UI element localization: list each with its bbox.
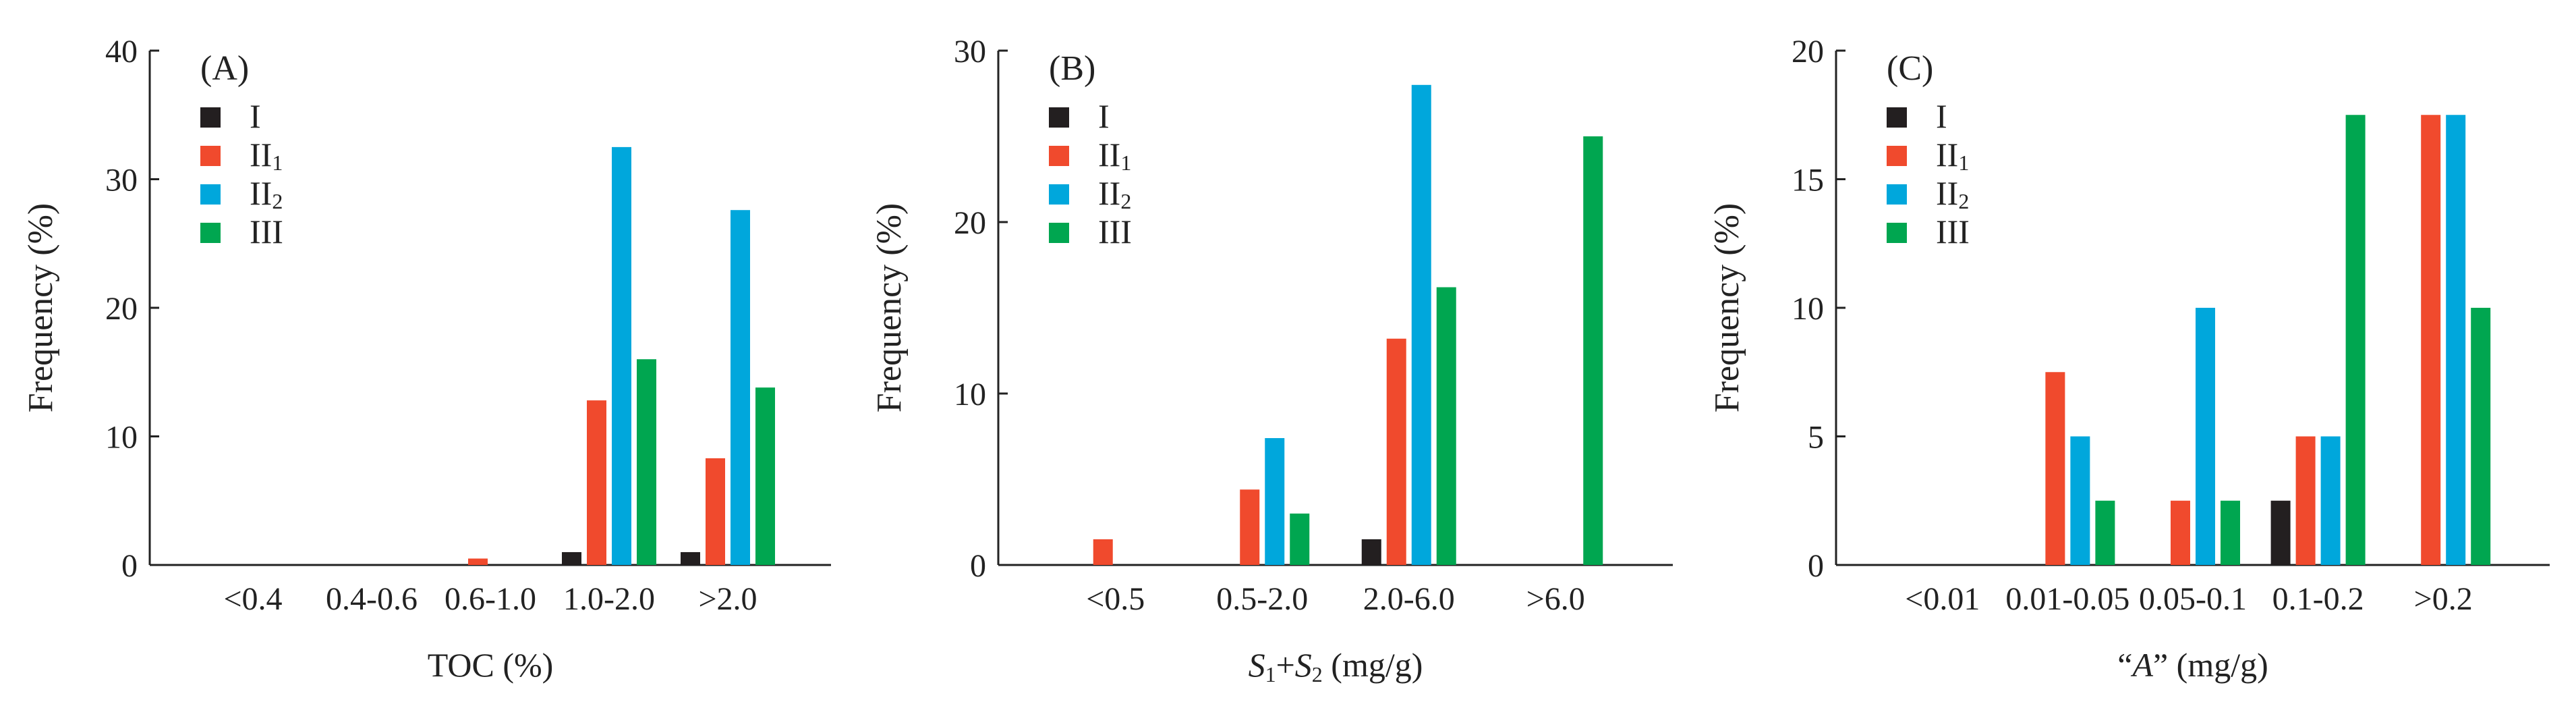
panel-b-legend-swatch-ii1	[1049, 146, 1069, 166]
panel-a-legend-label-i: I	[250, 97, 261, 135]
panel-a-bar-ii1-1-0-2-0	[587, 400, 606, 565]
panel-b-xtick-label-0-5-2-0: 0.5-2.0	[1216, 581, 1308, 617]
panel-b-label: (B)	[1049, 49, 1095, 88]
panel-c-bar-ii2-0-1-0-2	[2320, 436, 2341, 565]
panel-c-bar-iii-0-01-0-05	[2095, 500, 2115, 565]
panel-b-bar-iii-6-0	[1583, 136, 1603, 565]
panel-a-legend-label-ii2: II2	[250, 174, 283, 213]
panel-c-ytick-label-0: 0	[1808, 548, 1824, 584]
panel-c-ytick-label-15: 15	[1792, 163, 1824, 198]
panel-a-xtick-label-0-4: <0.4	[223, 581, 282, 617]
panel-c-ylabel: Frequency (%)	[1708, 203, 1746, 412]
panel-a-label: (A)	[200, 49, 249, 88]
panel-c-xtick-label-0-05-0-1: 0.05-0.1	[2139, 581, 2247, 617]
panel-a-ytick-label-30: 30	[105, 163, 138, 198]
panel-a-bar-i-1-0-2-0	[562, 551, 581, 565]
panel-a-legend-swatch-ii2	[200, 184, 221, 205]
panel-b-ylabel: Frequency (%)	[870, 203, 909, 412]
panel-b-bar-ii1-0-5	[1093, 539, 1113, 565]
panel-a-xlabel: TOC (%)	[428, 646, 554, 684]
panel-a-bar-ii1-0-6-1-0	[468, 558, 488, 565]
panel-a-legend-label-iii: III	[250, 213, 283, 250]
panel-b-ytick-label-10: 10	[954, 377, 986, 412]
panel-a-legend-swatch-ii1	[200, 146, 221, 166]
panel-b-xtick-label-0-5: <0.5	[1086, 581, 1145, 617]
panel-c-ytick-label-5: 5	[1808, 420, 1824, 456]
panel-c-chart: 0 5 10 15 20 <0.01 0.01-0.05 0.05-0.1 0.1-0.2 >0.…	[1708, 34, 2550, 684]
panel-c-legend-label-ii2: II2	[1936, 174, 1969, 213]
panel-c-bar-ii2-0-2	[2446, 115, 2466, 565]
panel-b-bar-iii-2-0-6-0	[1436, 287, 1456, 565]
panel-c-legend-label-ii1: II1	[1936, 136, 1969, 175]
panel-c-bar-ii2-0-05-0-1	[2196, 308, 2215, 565]
panel-b-ytick-label-0: 0	[970, 548, 986, 584]
panel-a-ytick-label-0: 0	[121, 548, 138, 584]
panel-a-ytick-label-40: 40	[105, 34, 138, 70]
panel-b-ytick-label-20: 20	[954, 205, 986, 241]
panel-c-bar-ii1-0-01-0-05	[2045, 372, 2065, 565]
panel-b-bar-ii2-0-5-2-0	[1265, 438, 1285, 565]
panel-c-xtick-label-0-01-0-05: 0.01-0.05	[2005, 581, 2129, 617]
panel-a-legend-label-ii1: II1	[250, 136, 283, 175]
panel-c-bar-ii1-0-2	[2421, 115, 2441, 565]
panel-c-xtick-label-0-2: >0.2	[2414, 581, 2473, 617]
panel-b-ytick-label-30: 30	[954, 34, 986, 70]
panel-a-legend-swatch-i	[200, 107, 221, 128]
panel-a-xtick-label-0-4-0-6: 0.4-0.6	[326, 581, 418, 617]
panel-c-legend-swatch-ii2	[1887, 184, 1907, 205]
panel-b-xtick-label-2-0-6-0: 2.0-6.0	[1363, 581, 1455, 617]
panel-b-xlabel: S1+S2 (mg/g)	[1249, 646, 1423, 686]
panel-c-legend-swatch-i	[1887, 107, 1907, 128]
panel-b-legend-label-i: I	[1098, 97, 1110, 135]
panel-b-xtick-label-6-0: >6.0	[1526, 581, 1585, 617]
panel-c-bar-iii-0-2	[2471, 308, 2491, 565]
panel-c-bar-i-0-1-0-2	[2270, 500, 2291, 565]
panel-a-bar-iii-1-0-2-0	[637, 359, 656, 565]
panel-c-bar-ii1-0-1-0-2	[2295, 436, 2316, 565]
panel-b-bar-ii2-2-0-6-0	[1411, 84, 1431, 566]
panel-b-legend-label-ii1: II1	[1098, 136, 1131, 175]
panel-c-label: (C)	[1887, 49, 1933, 88]
panel-c-legend-swatch-ii1	[1887, 146, 1907, 166]
panel-b-bar-ii1-2-0-6-0	[1386, 338, 1406, 565]
panel-c-legend-swatch-iii	[1887, 223, 1907, 243]
panel-c-xtick-label-0-01: <0.01	[1905, 581, 1980, 617]
panel-b-legend-swatch-i	[1049, 107, 1069, 128]
panel-b-chart: 0 10 20 30 <0.5 0.5-2.0 2.0-6.0 >6.0 (B)III1II2I…	[870, 34, 1673, 686]
panel-c-xtick-label-0-1-0-2: 0.1-0.2	[2272, 581, 2364, 617]
panel-a-ytick-label-10: 10	[105, 420, 138, 456]
panel-b-legend-swatch-ii2	[1049, 184, 1069, 205]
panel-c-xlabel: “A” (mg/g)	[2117, 646, 2268, 684]
panel-a-bar-i-2-0	[681, 551, 700, 565]
panel-a-bar-ii1-2-0	[706, 458, 725, 565]
panel-c-ytick-label-20: 20	[1792, 34, 1824, 70]
panel-b-bar-ii1-0-5-2-0	[1240, 489, 1260, 565]
panel-a-bar-ii2-1-0-2-0	[612, 146, 631, 565]
panel-c-ytick-label-10: 10	[1792, 291, 1824, 327]
panel-c-bar-iii-0-1-0-2	[2345, 115, 2366, 565]
panel-b-bar-iii-0-5-2-0	[1290, 513, 1310, 565]
panel-c-bar-ii1-0-05-0-1	[2171, 500, 2190, 565]
panel-a-legend-swatch-iii	[200, 223, 221, 243]
panel-c-legend-label-iii: III	[1936, 213, 1970, 250]
panel-a-ytick-label-20: 20	[105, 291, 138, 327]
panel-a-xtick-label-0-6-1-0: 0.6-1.0	[445, 581, 536, 617]
panel-b-legend-label-ii2: II2	[1098, 174, 1131, 213]
panel-a-xtick-label-1-0-2-0: 1.0-2.0	[563, 581, 655, 617]
panel-a-xtick-label-2-0: >2.0	[698, 581, 757, 617]
panel-b-legend-label-iii: III	[1098, 213, 1132, 250]
panel-a-ylabel: Frequency (%)	[22, 203, 60, 412]
panel-b-legend-swatch-iii	[1049, 223, 1069, 243]
panel-a-bar-iii-2-0	[755, 387, 775, 565]
panel-c-legend-label-i: I	[1936, 97, 1947, 135]
panel-c-bar-iii-0-05-0-1	[2221, 500, 2240, 565]
panel-c-bar-ii2-0-01-0-05	[2070, 436, 2090, 565]
panel-b-bar-i-2-0-6-0	[1361, 539, 1381, 565]
panel-a-bar-ii2-2-0	[731, 210, 750, 566]
panel-a-chart: 0 10 20 30 40 <0.4 0.4-0.6 0.6-1.0 1.0-2.0 >2.0 (A…	[22, 34, 831, 684]
